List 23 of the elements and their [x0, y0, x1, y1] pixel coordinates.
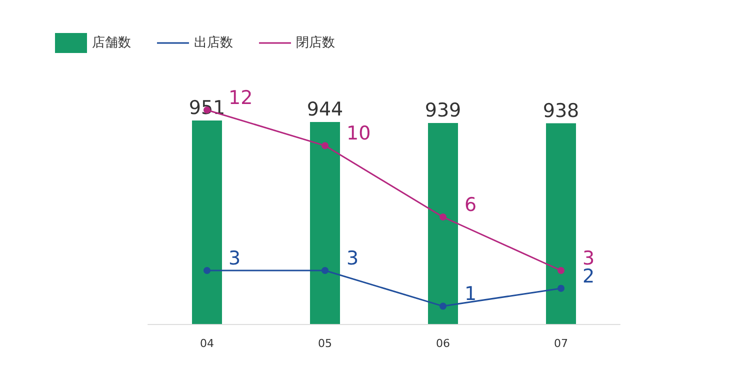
data-label: 6: [464, 194, 477, 216]
x-tick-label: 06: [436, 337, 450, 350]
point: [440, 214, 446, 220]
point: [440, 302, 446, 310]
legend-label: 出店数: [194, 34, 233, 50]
data-label: 10: [346, 122, 371, 145]
data-label: 3: [346, 248, 359, 270]
point: [322, 267, 328, 274]
data-label: 944: [306, 98, 344, 120]
point: [322, 142, 328, 150]
x-tick-label: 07: [554, 337, 568, 350]
data-label: 1: [464, 283, 477, 306]
data-label: 939: [424, 100, 462, 122]
legend-label: 閉店数: [296, 34, 335, 50]
data-label: 938: [542, 100, 580, 122]
point: [558, 284, 564, 292]
data-label: 12: [228, 87, 253, 109]
point: [558, 267, 564, 274]
x-tick-label: 05: [318, 337, 332, 350]
legend-label: 店舗数: [92, 34, 131, 50]
point: [204, 267, 210, 274]
x-tick-label: 04: [200, 337, 214, 350]
data-label: 3: [228, 248, 241, 270]
